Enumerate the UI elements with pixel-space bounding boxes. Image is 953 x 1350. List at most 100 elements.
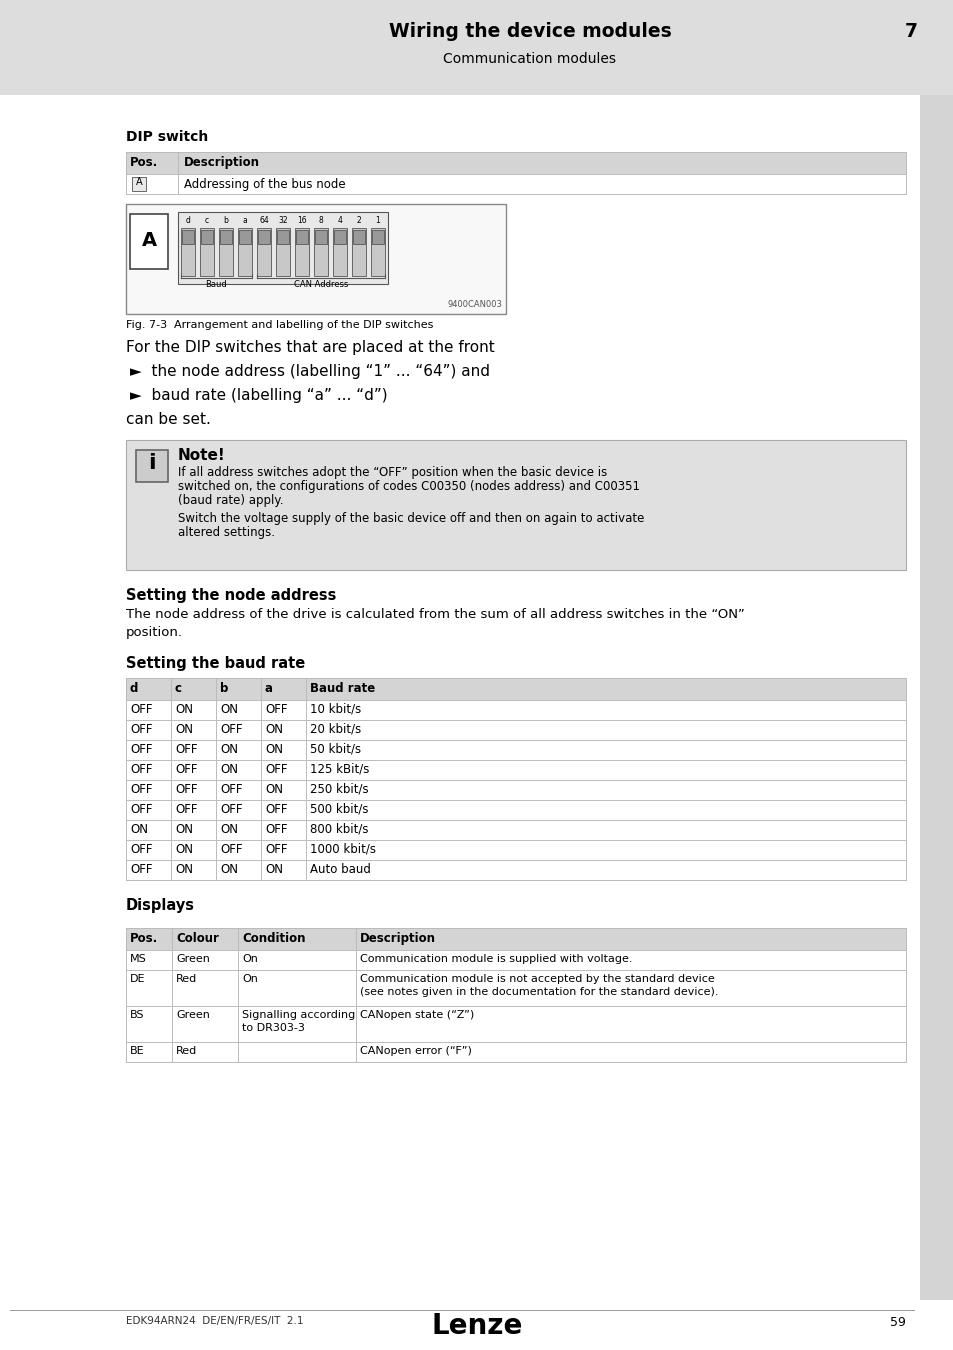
Bar	[314, 230, 327, 244]
Text: BE: BE	[130, 1046, 145, 1056]
Text: OFF: OFF	[265, 763, 287, 776]
Text: c: c	[205, 216, 209, 225]
Text: 16: 16	[297, 216, 307, 225]
Text: Communication modules: Communication modules	[443, 53, 616, 66]
Text: OFF: OFF	[130, 763, 152, 776]
Text: Red: Red	[175, 973, 197, 984]
Text: OFF: OFF	[220, 803, 242, 815]
Bar	[126, 701, 905, 720]
Bar	[181, 228, 194, 275]
Bar	[126, 174, 905, 194]
Bar	[182, 230, 193, 244]
Text: Description: Description	[184, 157, 260, 169]
Bar	[333, 228, 347, 275]
Text: ON: ON	[220, 763, 237, 776]
Text: ON: ON	[220, 743, 237, 756]
Bar	[126, 801, 905, 819]
Text: Lenze: Lenze	[431, 1312, 522, 1341]
Text: ON: ON	[220, 703, 237, 716]
Text: Switch the voltage supply of the basic device off and then on again to activate: Switch the voltage supply of the basic d…	[178, 512, 643, 525]
Text: 8: 8	[318, 216, 323, 225]
Bar	[919, 95, 953, 1300]
Text: For the DIP switches that are placed at the front: For the DIP switches that are placed at …	[126, 340, 495, 355]
Text: ON: ON	[174, 863, 193, 876]
Text: ON: ON	[130, 824, 148, 836]
Text: 125 kBit/s: 125 kBit/s	[310, 763, 369, 776]
Bar	[126, 927, 905, 950]
Text: OFF: OFF	[265, 703, 287, 716]
Bar	[275, 228, 290, 275]
Text: Fig. 7-3: Fig. 7-3	[126, 320, 167, 329]
Bar	[237, 228, 252, 275]
Text: d: d	[186, 216, 191, 225]
Text: EDK94ARN24  DE/EN/FR/ES/IT  2.1: EDK94ARN24 DE/EN/FR/ES/IT 2.1	[126, 1316, 303, 1326]
Bar	[126, 860, 905, 880]
Text: 800 kbit/s: 800 kbit/s	[310, 824, 368, 836]
Text: A: A	[141, 231, 156, 251]
Bar	[201, 230, 213, 244]
Text: ON: ON	[265, 863, 283, 876]
Bar	[178, 212, 388, 284]
Text: 50 kbit/s: 50 kbit/s	[310, 743, 361, 756]
Text: Communication module is not accepted by the standard device: Communication module is not accepted by …	[359, 973, 714, 984]
Text: Wiring the device modules: Wiring the device modules	[388, 22, 671, 40]
Text: OFF: OFF	[174, 783, 197, 796]
Text: b: b	[223, 216, 228, 225]
Text: a: a	[265, 682, 273, 695]
Bar	[126, 971, 905, 1006]
Text: Description: Description	[359, 931, 436, 945]
Bar	[220, 230, 232, 244]
Text: position.: position.	[126, 626, 183, 639]
Text: 32: 32	[278, 216, 288, 225]
Bar	[276, 230, 289, 244]
Text: 10 kbit/s: 10 kbit/s	[310, 703, 361, 716]
Text: OFF: OFF	[174, 743, 197, 756]
Bar	[372, 230, 384, 244]
Text: (see notes given in the documentation for the standard device).: (see notes given in the documentation fo…	[359, 987, 718, 998]
Text: Signalling according: Signalling according	[242, 1010, 355, 1021]
Text: ON: ON	[174, 703, 193, 716]
Text: Note!: Note!	[178, 448, 226, 463]
Bar	[352, 228, 366, 275]
Text: can be set.: can be set.	[126, 412, 211, 427]
Text: 64: 64	[259, 216, 269, 225]
Bar	[130, 215, 168, 269]
Text: Communication module is supplied with voltage.: Communication module is supplied with vo…	[359, 954, 632, 964]
Text: OFF: OFF	[130, 743, 152, 756]
Text: Setting the baud rate: Setting the baud rate	[126, 656, 305, 671]
Text: OFF: OFF	[130, 842, 152, 856]
Text: Arrangement and labelling of the DIP switches: Arrangement and labelling of the DIP swi…	[173, 320, 433, 329]
Text: c: c	[174, 682, 182, 695]
Text: Green: Green	[175, 954, 210, 964]
Text: Pos.: Pos.	[130, 931, 158, 945]
Text: CANopen state (“Z”): CANopen state (“Z”)	[359, 1010, 474, 1021]
Text: DIP switch: DIP switch	[126, 130, 208, 144]
Text: d: d	[130, 682, 138, 695]
Bar	[136, 450, 168, 482]
Bar	[334, 230, 346, 244]
Bar	[257, 230, 270, 244]
Text: OFF: OFF	[220, 783, 242, 796]
Text: On: On	[242, 973, 257, 984]
Text: OFF: OFF	[174, 763, 197, 776]
Text: OFF: OFF	[220, 842, 242, 856]
Text: ON: ON	[174, 824, 193, 836]
Bar	[126, 950, 905, 971]
Text: ►  the node address (labelling “1” ... “64”) and: ► the node address (labelling “1” ... “6…	[130, 364, 490, 379]
Text: Auto baud: Auto baud	[310, 863, 371, 876]
Text: switched on, the configurations of codes C00350 (nodes address) and C00351: switched on, the configurations of codes…	[178, 481, 639, 493]
Bar	[295, 230, 308, 244]
Bar	[200, 228, 213, 275]
Text: to DR303-3: to DR303-3	[242, 1023, 305, 1033]
Text: DE: DE	[130, 973, 146, 984]
Text: Condition: Condition	[242, 931, 305, 945]
Text: Baud rate: Baud rate	[310, 682, 375, 695]
Bar	[371, 228, 385, 275]
Text: 1000 kbit/s: 1000 kbit/s	[310, 842, 375, 856]
Bar	[219, 228, 233, 275]
Text: 4: 4	[337, 216, 342, 225]
Text: OFF: OFF	[130, 783, 152, 796]
Text: ON: ON	[265, 783, 283, 796]
Text: 250 kbit/s: 250 kbit/s	[310, 783, 368, 796]
Text: Colour: Colour	[175, 931, 218, 945]
